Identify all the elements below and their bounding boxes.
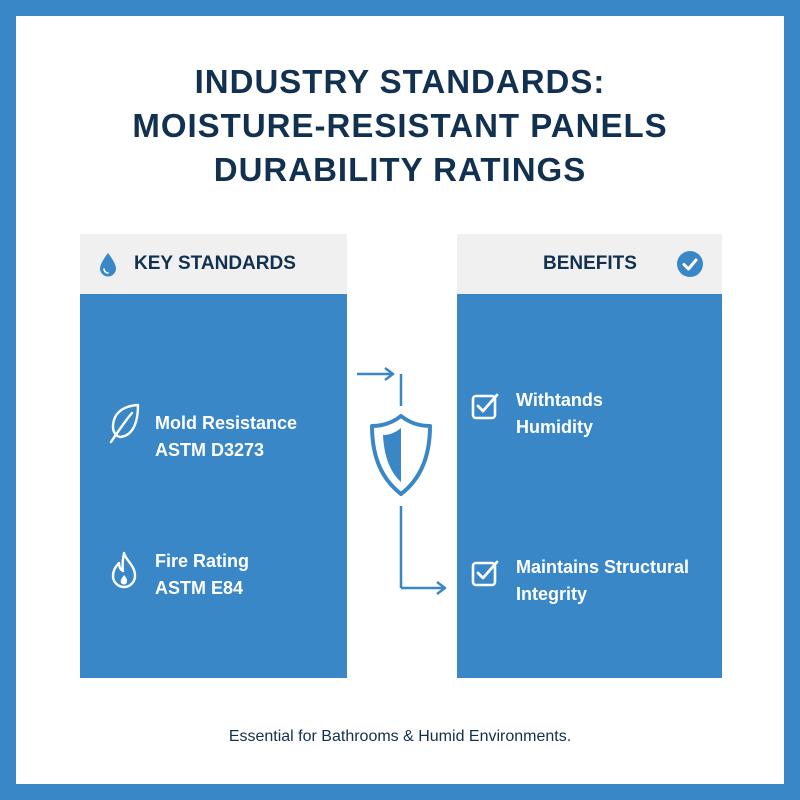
mold-resistance-standard: ASTM D3273 (155, 440, 265, 460)
water-drop-icon (98, 252, 118, 278)
structural-integrity-line-1: Maintains Structural (516, 557, 690, 577)
footer-note: Essential for Bathrooms & Humid Environm… (228, 728, 572, 745)
checkbox-icon (470, 557, 502, 589)
infographic-frame: INDUSTRY STANDARDS: MOISTURE-RESISTANT P… (16, 16, 784, 784)
withstands-humidity-line-2: Humidity (516, 417, 594, 437)
shield-icon (370, 414, 432, 496)
checkbox-icon (470, 390, 502, 422)
flame-icon (108, 551, 140, 591)
arrow-top (357, 367, 403, 406)
mold-resistance-label: Mold Resistance (155, 413, 298, 433)
arrow-bottom (399, 506, 447, 595)
structural-integrity-line-2: Integrity (516, 584, 588, 604)
withstands-humidity-item: Withtands Humidity (516, 387, 603, 441)
key-standards-panel: Mold Resistance ASTM D3273 Fire Rating A… (80, 294, 347, 678)
key-standards-label: KEY STANDARDS (134, 253, 296, 274)
withstands-humidity-line-1: Withtands (516, 390, 603, 410)
benefits-label: BENEFITS (543, 253, 637, 274)
fire-rating-label: Fire Rating (155, 551, 250, 571)
key-standards-header: KEY STANDARDS (80, 234, 347, 294)
title-line-2: MOISTURE-RESISTANT PANELS (132, 107, 668, 144)
page-title: INDUSTRY STANDARDS: MOISTURE-RESISTANT P… (16, 60, 784, 192)
title-line-3: DURABILITY RATINGS (213, 151, 587, 188)
connector-diagram (357, 367, 447, 595)
structural-integrity-item: Maintains Structural Integrity (516, 554, 689, 608)
fire-rating-standard: ASTM E84 (155, 578, 244, 598)
title-line-1: INDUSTRY STANDARDS: (194, 63, 606, 100)
leaf-icon (108, 402, 142, 444)
benefits-header: BENEFITS (457, 234, 722, 294)
benefits-panel: Withtands Humidity Maintains Structural … (457, 294, 722, 678)
check-circle-icon (676, 250, 704, 278)
fire-rating-item: Fire Rating ASTM E84 (155, 548, 249, 602)
mold-resistance-item: Mold Resistance ASTM D3273 (155, 410, 297, 464)
